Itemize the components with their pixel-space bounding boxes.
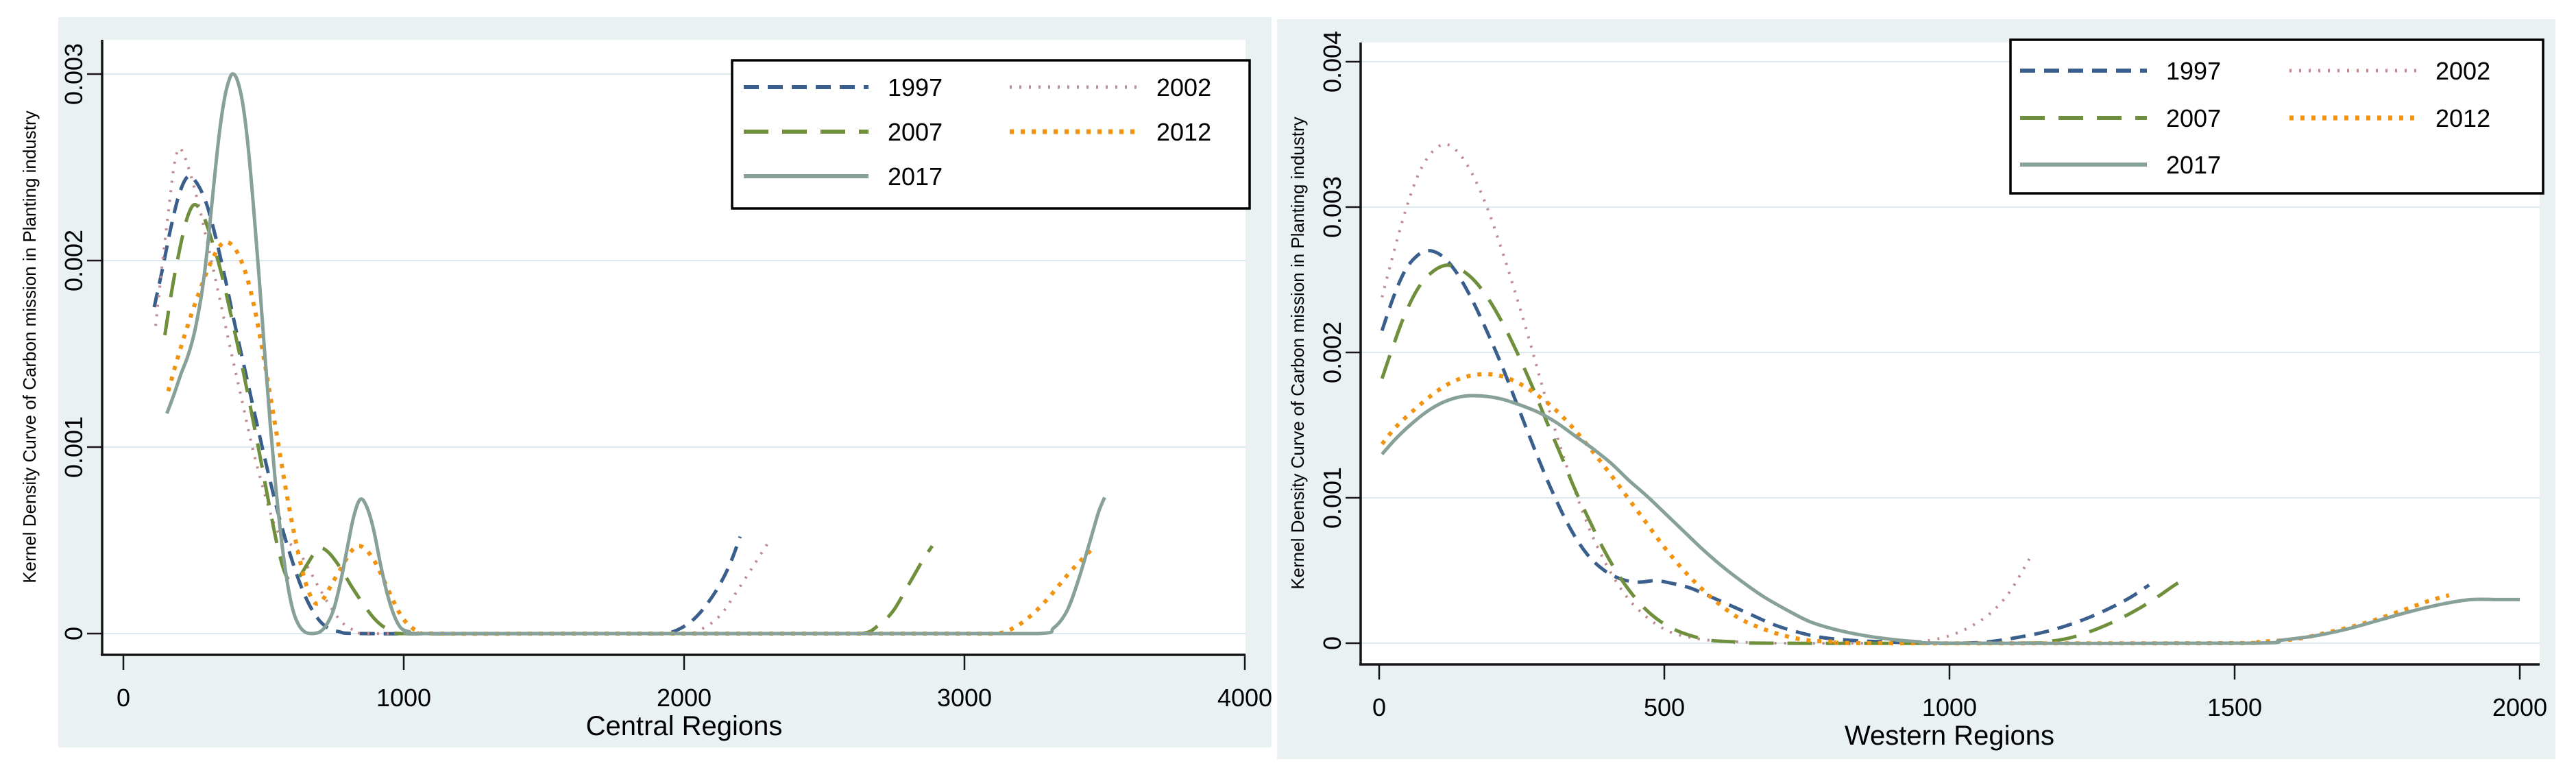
western-regions-chart: 0 0.001 0.002 0.003 0.004 0 500 1000 1500 2000 199… (1277, 19, 2555, 759)
legend-label-2007: 2007 (2166, 104, 2221, 132)
series-2017-curve (1381, 394, 2520, 645)
y-tick-label: 0 (60, 627, 88, 640)
x-tick-label: 2000 (2492, 693, 2547, 721)
y-tick-label: 0.003 (60, 43, 88, 105)
legend-label-2002: 2002 (1156, 73, 1211, 101)
western-regions-plot-layers: 0 0.001 0.002 0.003 0.004 0 500 1000 1500 2000 199… (1277, 19, 2555, 759)
x-tick-label: 1000 (1922, 693, 1977, 721)
series-2017-curve (165, 72, 1106, 636)
y-tick-label: 0.004 (1318, 31, 1346, 93)
legend-label-1997: 1997 (888, 73, 943, 101)
legend-label-2012: 2012 (1156, 118, 1211, 146)
x-tick-label: 0 (117, 684, 130, 712)
western-x-axis-title: Western Regions (1845, 721, 2054, 751)
central-regions-chart: 0 0.001 0.002 0.003 0 1000 2000 3000 4000 1997 200… (19, 17, 1272, 747)
x-tick-label: 1000 (376, 684, 431, 712)
x-tick-label: 1500 (2207, 693, 2262, 721)
y-tick-label: 0.002 (1318, 322, 1346, 383)
legend-label-2017: 2017 (888, 163, 943, 191)
central-regions-plot-layers: 0 0.001 0.002 0.003 0 1000 2000 3000 4000 1997 200… (58, 17, 1272, 747)
western-y-axis-title: Kernel Density Curve of Carbon mission i… (1287, 117, 1308, 589)
x-tick-label: 4000 (1217, 684, 1272, 712)
x-tick-label: 3000 (937, 684, 992, 712)
y-tick-label: 0.002 (60, 230, 88, 291)
y-tick-label: 0.001 (1318, 467, 1346, 529)
central-y-axis-title: Kernel Density Curve of Carbon mission i… (19, 110, 40, 583)
legend-label-2007: 2007 (888, 118, 943, 146)
legend-label-1997: 1997 (2166, 57, 2221, 85)
y-tick-label: 0 (1318, 636, 1346, 650)
central-x-axis-title: Central Regions (586, 711, 783, 741)
series-1997-curve (152, 174, 742, 636)
legend-label-2012: 2012 (2435, 104, 2490, 132)
y-tick-label: 0.001 (60, 416, 88, 478)
y-tick-label: 0.003 (1318, 176, 1346, 238)
series-2012-curve (166, 239, 1095, 636)
series-1997-curve (1380, 249, 2150, 645)
legend-label-2002: 2002 (2435, 57, 2490, 85)
legend-label-2017: 2017 (2166, 151, 2221, 179)
x-tick-label: 2000 (657, 684, 712, 712)
series-2007-curve (1380, 263, 2190, 645)
x-tick-label: 0 (1372, 693, 1386, 721)
x-tick-label: 500 (1644, 693, 1685, 721)
